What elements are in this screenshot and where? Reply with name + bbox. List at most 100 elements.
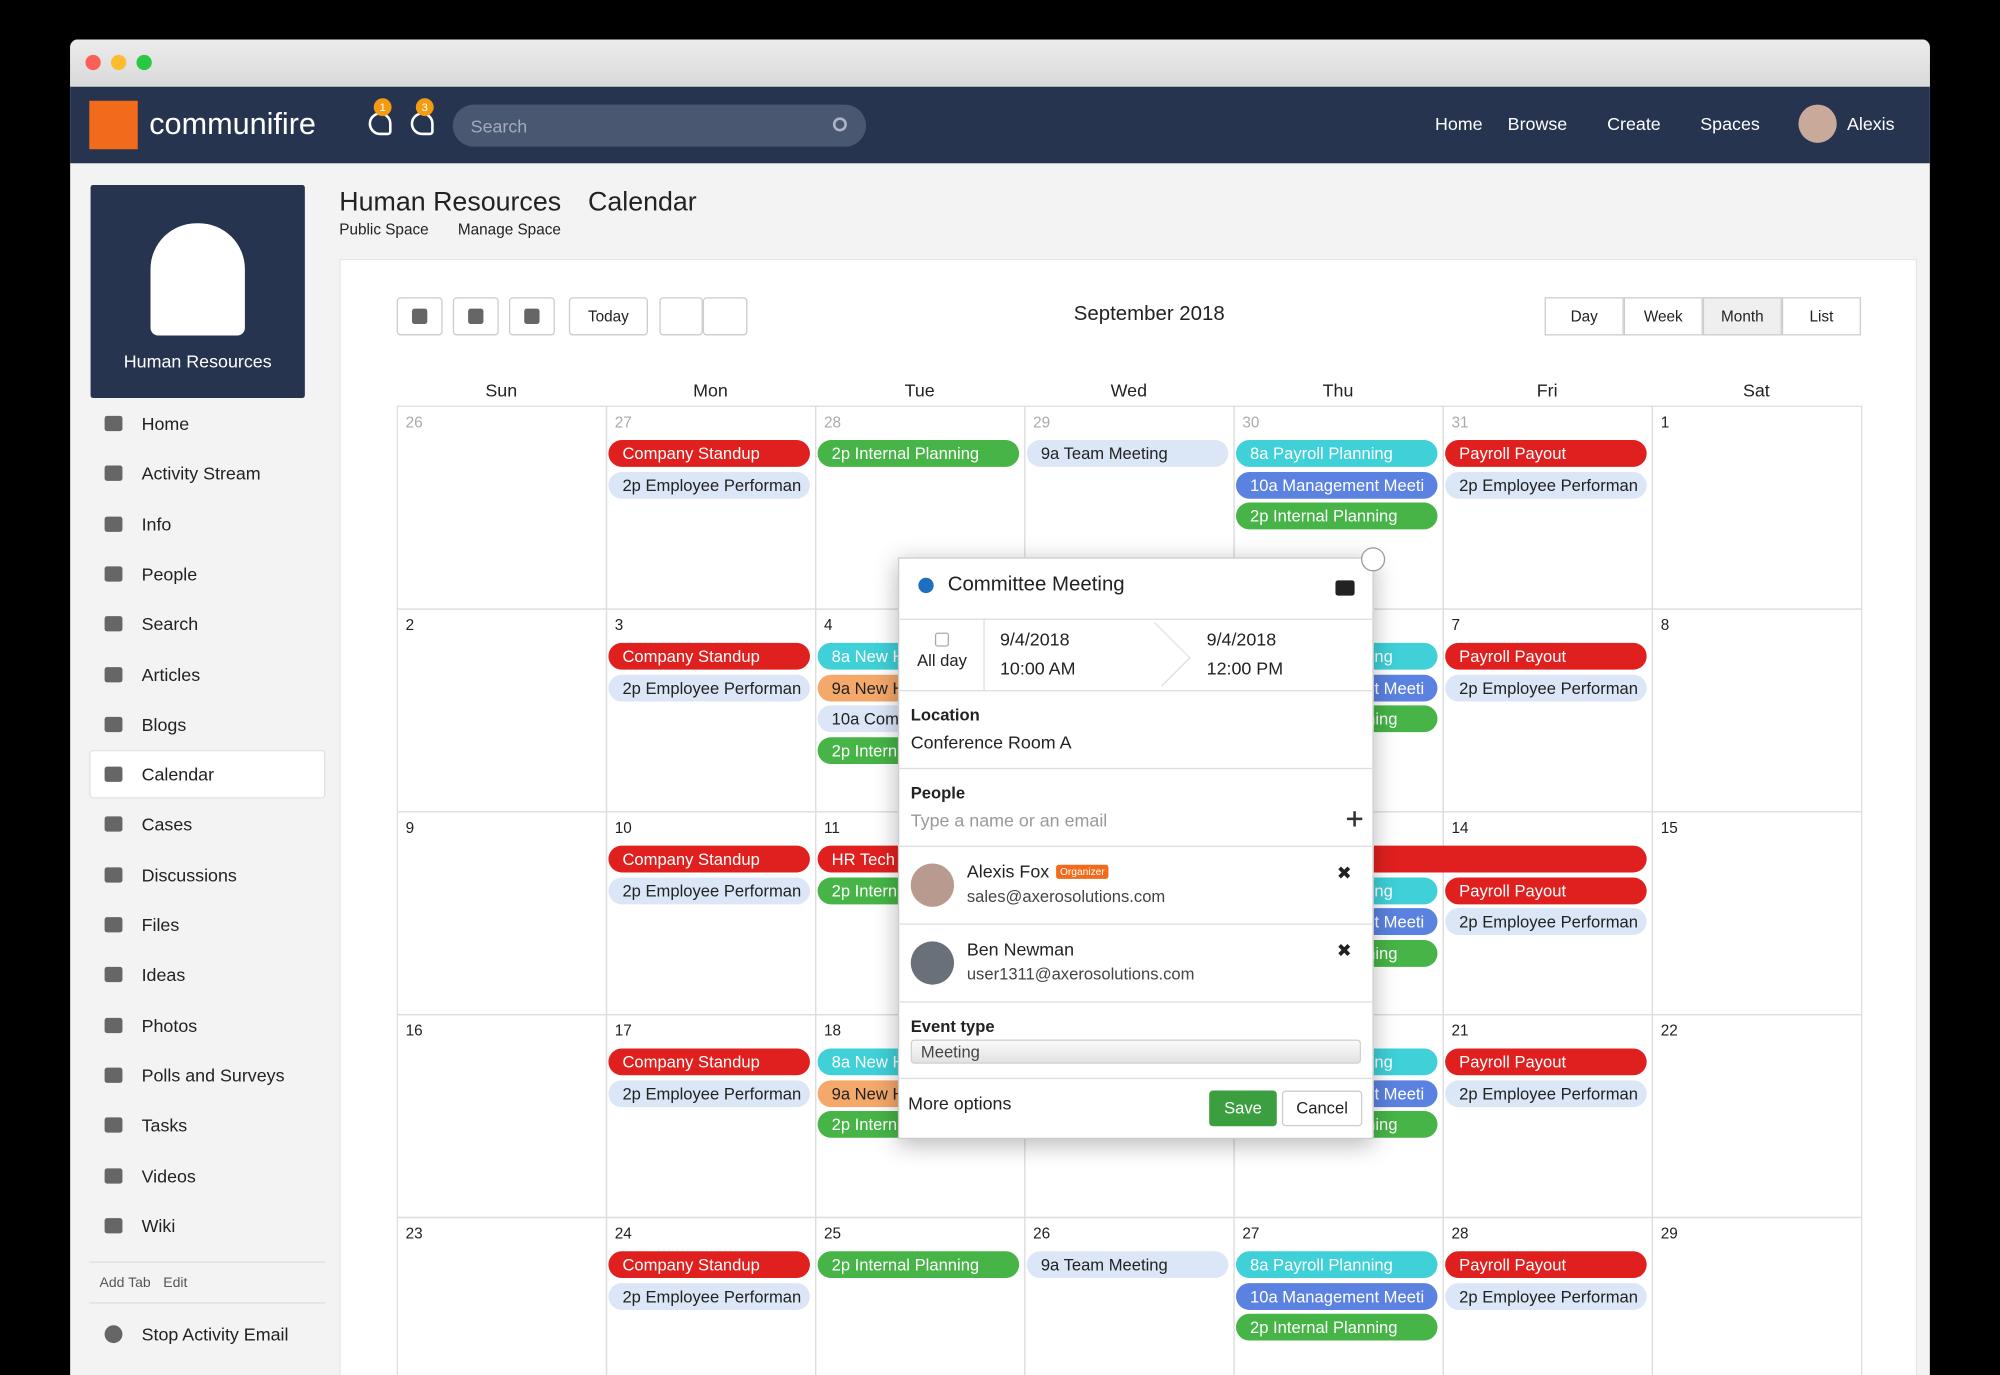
event[interactable]: 10a Management Meeti bbox=[1235, 1282, 1438, 1310]
event[interactable]: Company Standup bbox=[608, 642, 810, 670]
sidebar-action[interactable]: Stop Activity Email bbox=[141, 1323, 289, 1345]
sidebar-nav-item[interactable]: Files bbox=[141, 914, 180, 935]
event[interactable]: 2p Employee Performan bbox=[1445, 1079, 1647, 1107]
sidebar-nav-item[interactable]: Articles bbox=[141, 663, 201, 685]
view-button[interactable]: Week bbox=[1623, 297, 1703, 336]
start-time: 10:00 AM bbox=[999, 658, 1076, 679]
sidebar-icon bbox=[104, 1067, 123, 1083]
event[interactable]: 9a Team Meeting bbox=[1026, 440, 1229, 467]
day-number: 15 bbox=[1660, 818, 1678, 837]
event[interactable]: 2p Internal Planning bbox=[1235, 502, 1438, 530]
logo-icon[interactable] bbox=[89, 100, 138, 150]
event[interactable]: Company Standup bbox=[608, 1251, 810, 1279]
day-number: 4 bbox=[823, 616, 833, 634]
header-nav-item[interactable]: Browse bbox=[1507, 113, 1568, 134]
event[interactable]: 2p Internal Planning bbox=[817, 1251, 1020, 1279]
logo-text[interactable]: communifire bbox=[149, 107, 316, 142]
event[interactable]: 2p Employee Performan bbox=[608, 674, 810, 701]
remove-attendee[interactable]: ✖ bbox=[1336, 862, 1352, 883]
people-input[interactable]: Type a name or an email bbox=[910, 809, 1108, 831]
day-cell bbox=[1651, 1216, 1863, 1375]
header-nav-item[interactable]: Create bbox=[1607, 113, 1661, 134]
sidebar-nav-item[interactable]: Discussions bbox=[141, 864, 237, 885]
sidebar-nav-item[interactable]: Home bbox=[141, 413, 190, 434]
view-button[interactable]: Month bbox=[1702, 297, 1782, 336]
sidebar-nav-item[interactable]: Info bbox=[141, 513, 172, 534]
save-button[interactable]: Save bbox=[1209, 1090, 1277, 1127]
view-button[interactable]: List bbox=[1781, 297, 1861, 336]
event[interactable]: Company Standup bbox=[608, 845, 810, 873]
today-button[interactable]: Today bbox=[568, 297, 648, 336]
sidebar-nav-item[interactable]: Tasks bbox=[141, 1115, 188, 1136]
popup-close[interactable] bbox=[1360, 547, 1386, 572]
sidebar-nav-item[interactable]: Polls and Surveys bbox=[141, 1064, 285, 1086]
day-cell bbox=[1024, 1216, 1235, 1375]
view-button[interactable]: Day bbox=[1544, 297, 1624, 336]
sidebar-icon bbox=[104, 616, 123, 632]
event[interactable]: 2p Internal Planning bbox=[1235, 1313, 1438, 1341]
weekday: Mon bbox=[693, 380, 728, 401]
event[interactable]: Payroll Payout bbox=[1445, 1251, 1647, 1279]
event-type-select[interactable]: Meeting bbox=[910, 1039, 1361, 1064]
sidebar-nav-item[interactable]: Wiki bbox=[141, 1215, 176, 1236]
event-type-label: Event type bbox=[910, 1016, 995, 1036]
allday-checkbox[interactable] bbox=[934, 632, 949, 647]
space-link[interactable]: Public Space bbox=[339, 220, 429, 239]
close-dot[interactable] bbox=[85, 54, 101, 71]
sidebar-nav-item[interactable]: Cases bbox=[141, 814, 193, 835]
space-link[interactable]: Manage Space bbox=[457, 220, 561, 239]
event[interactable]: 2p Employee Performan bbox=[1445, 1282, 1647, 1310]
event[interactable]: Company Standup bbox=[608, 440, 810, 467]
search-icon[interactable] bbox=[832, 117, 847, 132]
sidebar-nav-item[interactable]: Blogs bbox=[141, 714, 187, 735]
event[interactable]: Company Standup bbox=[608, 1048, 810, 1076]
event[interactable]: 2p Employee Performan bbox=[1445, 674, 1647, 701]
event[interactable]: 10a Management Meeti bbox=[1235, 471, 1438, 499]
weekday: Wed bbox=[1110, 380, 1148, 401]
weekday: Sun bbox=[485, 380, 518, 401]
minimize-dot[interactable] bbox=[110, 54, 127, 71]
space-name: Human Resources bbox=[123, 350, 272, 372]
sidebar-nav-item[interactable]: Activity Stream bbox=[141, 463, 261, 484]
event[interactable]: 2p Employee Performan bbox=[608, 1282, 810, 1310]
sidebar-nav-item[interactable]: Photos bbox=[141, 1014, 198, 1036]
event[interactable]: Payroll Payout bbox=[1445, 642, 1647, 670]
sidebar-footer-link[interactable]: Add Tab bbox=[99, 1275, 151, 1291]
event[interactable]: 9a Team Meeting bbox=[1026, 1251, 1229, 1279]
next-button[interactable] bbox=[702, 297, 748, 336]
cancel-button[interactable]: Cancel bbox=[1281, 1090, 1363, 1127]
event[interactable]: 2p Employee Performan bbox=[608, 471, 810, 499]
add-person[interactable] bbox=[1353, 811, 1356, 827]
event[interactable]: 8a Payroll Planning bbox=[1235, 1251, 1438, 1279]
avatar[interactable] bbox=[1798, 104, 1837, 143]
user-name[interactable]: Alexis bbox=[1846, 113, 1895, 134]
sidebar-icon bbox=[104, 1117, 123, 1133]
event[interactable]: 2p Employee Performan bbox=[1445, 471, 1647, 499]
event[interactable]: 8a Payroll Planning bbox=[1235, 440, 1438, 467]
event[interactable]: 2p Employee Performan bbox=[608, 876, 810, 904]
day-cell bbox=[1651, 405, 1863, 610]
sidebar-footer-link[interactable]: Edit bbox=[163, 1275, 188, 1291]
day-number: 8 bbox=[1660, 616, 1670, 634]
remove-attendee[interactable]: ✖ bbox=[1336, 940, 1352, 961]
event[interactable]: 2p Employee Performan bbox=[608, 1079, 810, 1107]
sidebar-nav-item[interactable]: Calendar bbox=[141, 764, 215, 785]
zoom-dot[interactable] bbox=[136, 54, 152, 71]
event[interactable]: Payroll Payout bbox=[1445, 1048, 1647, 1076]
sidebar-nav-item[interactable]: People bbox=[141, 563, 198, 585]
breadcrumb-space[interactable]: Human Resources bbox=[339, 187, 562, 217]
event[interactable]: Payroll Payout bbox=[1445, 440, 1647, 467]
event[interactable]: Payroll Payout bbox=[1445, 876, 1647, 904]
event[interactable]: 2p Internal Planning bbox=[817, 440, 1020, 467]
sidebar-nav-item[interactable]: Search bbox=[141, 613, 199, 635]
sidebar-nav-item[interactable]: Ideas bbox=[141, 964, 186, 986]
search-box[interactable] bbox=[452, 104, 867, 147]
header-nav-item[interactable]: Home bbox=[1434, 113, 1483, 134]
prev-button[interactable] bbox=[659, 297, 703, 336]
sidebar-nav-item[interactable]: Videos bbox=[141, 1165, 196, 1186]
header-nav-item[interactable]: Spaces bbox=[1700, 113, 1760, 134]
weekday: Tue bbox=[904, 380, 935, 401]
day-number: 7 bbox=[1451, 616, 1461, 634]
more-options[interactable]: More options bbox=[908, 1093, 1012, 1114]
event[interactable]: 2p Employee Performan bbox=[1445, 908, 1647, 935]
